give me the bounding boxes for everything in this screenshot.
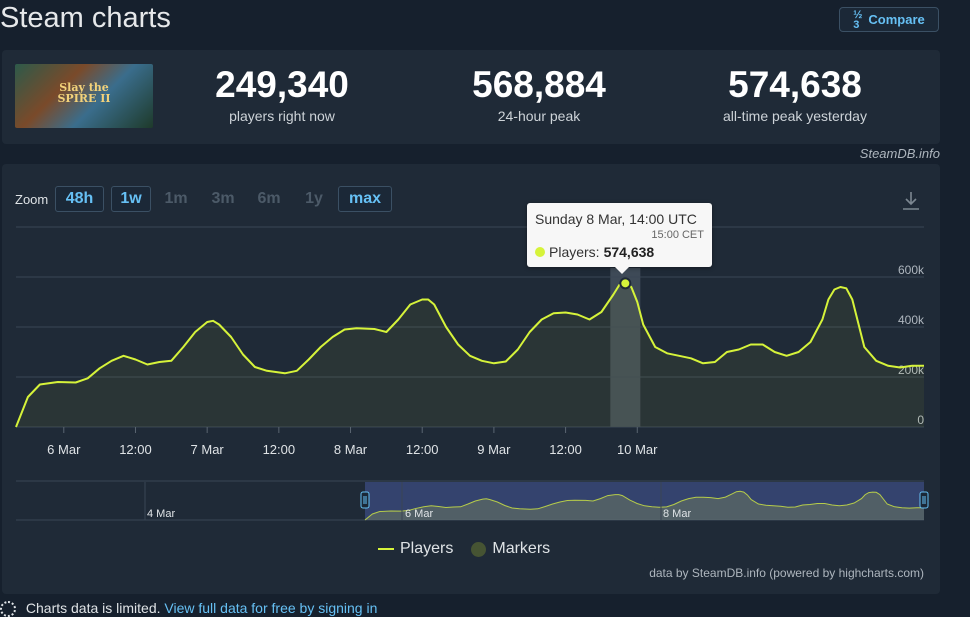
footer-text: Charts data is limited. xyxy=(25,600,161,616)
page-title: Steam charts xyxy=(0,2,171,34)
zoom-max-button[interactable]: max xyxy=(338,186,392,212)
chart-credits[interactable]: data by SteamDB.info (powered by highcha… xyxy=(649,566,924,580)
zoom-1m-button[interactable]: 1m xyxy=(164,190,188,207)
zoom-3m-button[interactable]: 3m xyxy=(211,190,235,207)
series-dot-icon xyxy=(535,247,545,257)
stat-current-value: 249,340 xyxy=(215,64,349,105)
tooltip-value-row: Players: 574,638 xyxy=(535,244,654,260)
zoom-6m-button[interactable]: 6m xyxy=(257,190,281,207)
legend-line-icon xyxy=(378,548,394,550)
game-image[interactable]: Slay the SPIRE II xyxy=(15,64,153,128)
tooltip-series-label: Players: xyxy=(549,244,600,260)
legend-item-players[interactable]: Players xyxy=(378,540,453,558)
chart-panel: Zoom 48h 1w 1m 3m 6m 1y max Players Mark… xyxy=(2,164,940,594)
stat-alltime-peak: 574,638 all-time peak yesterday xyxy=(685,64,905,125)
stat-current-label: players right now xyxy=(229,108,335,124)
legend-markers-label: Markers xyxy=(492,540,551,557)
legend-dot-icon xyxy=(471,541,487,557)
stat-24h-peak-value: 568,884 xyxy=(472,64,606,105)
chart-tooltip: Sunday 8 Mar, 14:00 UTC 15:00 CET Player… xyxy=(527,203,712,274)
info-spinner-icon xyxy=(0,601,16,617)
stat-alltime-peak-label: all-time peak yesterday xyxy=(723,108,867,124)
tooltip-local-time: 15:00 CET xyxy=(651,229,704,241)
tooltip-arrow xyxy=(615,267,629,274)
stat-24h-peak-label: 24-hour peak xyxy=(497,108,581,124)
stat-current: 249,340 players right now xyxy=(172,64,392,125)
stat-alltime-peak-value: 574,638 xyxy=(728,64,862,105)
zoom-1y-button[interactable]: 1y xyxy=(305,190,323,207)
compare-label: Compare xyxy=(868,12,925,27)
download-icon[interactable] xyxy=(901,190,921,212)
source-link[interactable]: SteamDB.info xyxy=(859,146,940,161)
stats-panel: Slay the SPIRE II 249,340 players right n… xyxy=(2,50,940,144)
game-logo: Slay the SPIRE II xyxy=(57,81,111,105)
tooltip-date: Sunday 8 Mar, 14:00 UTC xyxy=(535,211,697,227)
legend-item-markers[interactable]: Markers xyxy=(471,540,550,558)
zoom-48h-button[interactable]: 48h xyxy=(55,186,104,212)
stat-24h-peak: 568,884 24-hour peak xyxy=(429,64,649,125)
legend-players-label: Players xyxy=(400,540,454,557)
zoom-1w-button[interactable]: 1w xyxy=(111,186,151,212)
sign-in-link[interactable]: View full data for free by signing in xyxy=(164,600,378,616)
tooltip-value: 574,638 xyxy=(603,244,655,260)
chart-legend: Players Markers xyxy=(378,540,550,558)
footer-notice: Charts data is limited. View full data f… xyxy=(0,600,377,617)
zoom-label: Zoom xyxy=(15,192,49,207)
